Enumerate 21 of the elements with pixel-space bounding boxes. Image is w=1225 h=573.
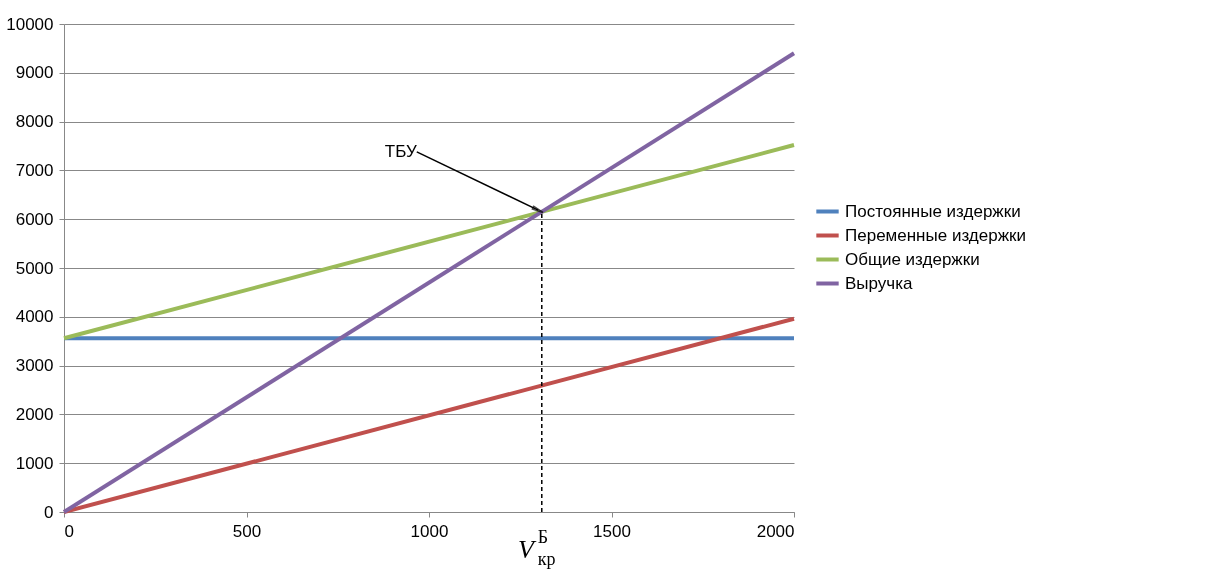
y-tick-label: 5000: [15, 258, 54, 278]
y-tick-label: 4000: [15, 307, 54, 327]
y-tick-label: 3000: [15, 356, 54, 376]
y-tick-label: 1000: [15, 453, 54, 473]
x-tick-label: 2000: [756, 521, 795, 541]
x-tick-label: 1000: [410, 521, 449, 541]
legend-label: Переменные издержки: [845, 225, 1026, 245]
x-tick-label: 0: [64, 521, 74, 541]
y-tick-label: 6000: [15, 209, 54, 229]
legend-label: Общие издержки: [845, 249, 980, 269]
x-tick-label: 1500: [593, 521, 631, 541]
legend-label: Выручка: [845, 273, 913, 293]
x-tick-label: 500: [232, 521, 262, 541]
y-tick-label: 8000: [15, 112, 54, 132]
y-tick-label: 10000: [6, 14, 54, 34]
y-tick-label: 9000: [15, 63, 54, 83]
annotation: ТБУ: [384, 141, 417, 161]
legend-label: Постоянные издержки: [845, 201, 1021, 221]
y-tick-label: 7000: [15, 160, 54, 180]
y-tick-label: 2000: [15, 404, 54, 424]
y-tick-label: 0: [44, 502, 54, 522]
